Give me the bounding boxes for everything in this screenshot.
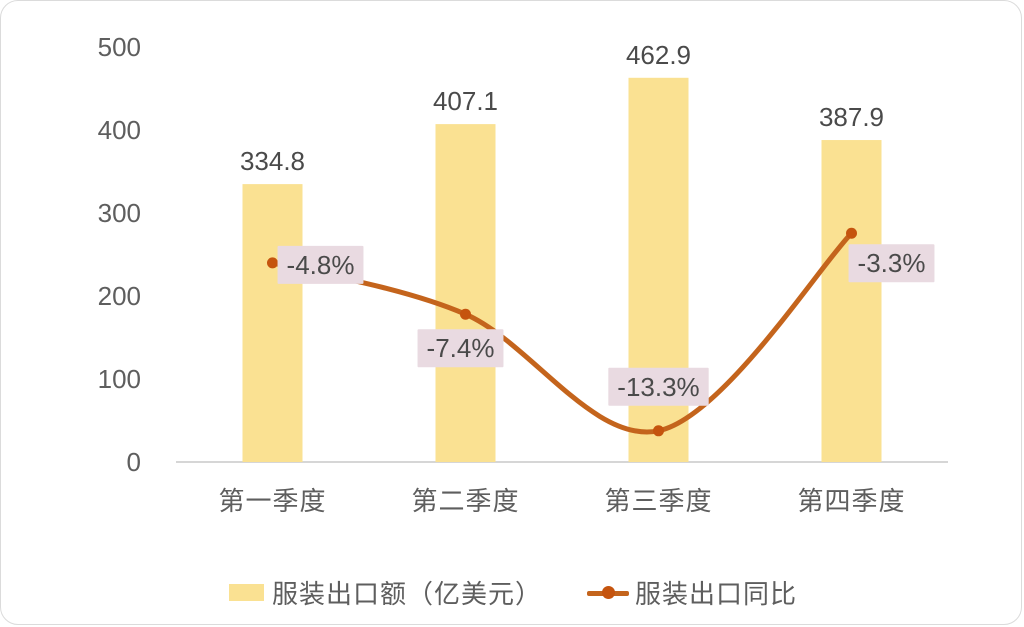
bar-q4 [821, 140, 882, 462]
line-marker-q4 [846, 227, 857, 239]
x-axis-label-q2: 第二季度 [411, 486, 519, 516]
bar-value-label-q1: 334.8 [240, 146, 305, 176]
y-tick-label-100: 100 [98, 364, 141, 394]
bar-value-label-q4: 387.9 [819, 102, 884, 132]
pct-label-bg-q1 [277, 245, 364, 284]
y-tick-label-400: 400 [98, 115, 141, 145]
line-series-swatch-icon [587, 584, 629, 601]
pct-label-q3: -13.3% [617, 372, 699, 402]
bar-series-legend-label: 服装出口额（亿美元） [272, 578, 543, 609]
legend-item-line-series: 服装出口同比 [587, 575, 797, 609]
y-tick-label-0: 0 [127, 447, 141, 477]
legend: 服装出口额（亿美元） 服装出口同比 [1, 575, 1021, 615]
legend-item-bar-series: 服装出口额（亿美元） [229, 575, 542, 609]
line-marker-q1 [267, 257, 278, 269]
line-marker-q2 [460, 308, 471, 320]
x-axis-label-q1: 第一季度 [218, 486, 326, 516]
x-axis-label-q3: 第三季度 [604, 486, 712, 516]
y-tick-label-500: 500 [98, 32, 141, 62]
pct-label-q4: -3.3% [858, 248, 926, 278]
y-tick-label-200: 200 [98, 281, 141, 311]
y-tick-label-300: 300 [98, 198, 141, 228]
bar-value-label-q2: 407.1 [433, 86, 498, 116]
pct-label-q1: -4.8% [287, 250, 355, 280]
pct-label-bg-q4 [848, 244, 935, 283]
bar-value-label-q3: 462.9 [626, 40, 691, 70]
yoy-line [270, 230, 854, 435]
line-marker-q3 [653, 425, 664, 437]
x-axis-label-q4: 第四季度 [797, 486, 905, 516]
pct-label-bg-q2 [417, 329, 504, 368]
bar-q1 [242, 184, 303, 462]
bar-q2 [435, 124, 496, 463]
line-swatch-dot-icon [602, 585, 615, 599]
bar-series-swatch-icon [229, 583, 264, 601]
line-series-legend-label: 服装出口同比 [635, 578, 798, 609]
pct-label-q2: -7.4% [427, 333, 495, 363]
pct-label-bg-q3 [608, 367, 709, 406]
